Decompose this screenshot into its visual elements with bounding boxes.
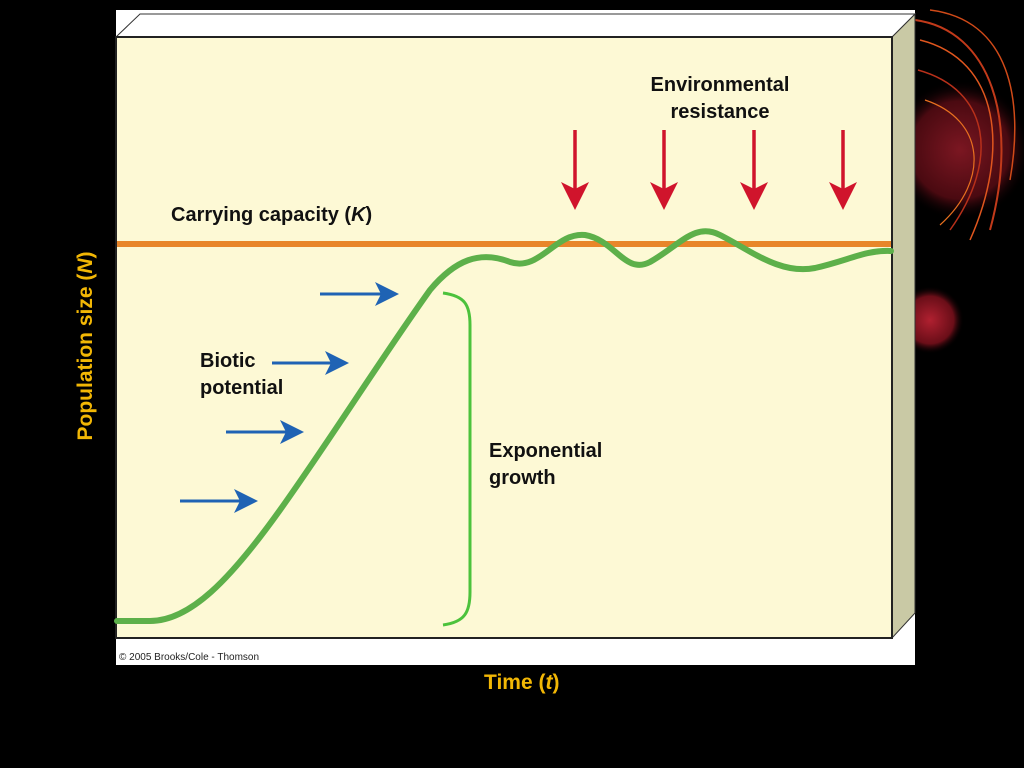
y-axis-label: Population size (N) xyxy=(74,251,97,441)
graph-panel xyxy=(114,10,917,665)
population-growth-curve xyxy=(114,228,894,624)
carrying-capacity-label: Carrying capacity (K) xyxy=(171,204,373,226)
exponential-growth-label: Exponential growth xyxy=(489,440,603,489)
biotic-potential-label: Biotic potential xyxy=(200,350,284,399)
exponential-growth-brace xyxy=(442,291,472,627)
environmental-resistance-label: Environmental resistance xyxy=(650,74,790,123)
environmental-resistance-arrows xyxy=(561,130,857,210)
x-axis-label: Time (t) xyxy=(484,671,560,694)
biotic-potential-arrows xyxy=(180,282,399,513)
copyright-notice: © 2005 Brooks/Cole - Thomson xyxy=(119,652,260,663)
